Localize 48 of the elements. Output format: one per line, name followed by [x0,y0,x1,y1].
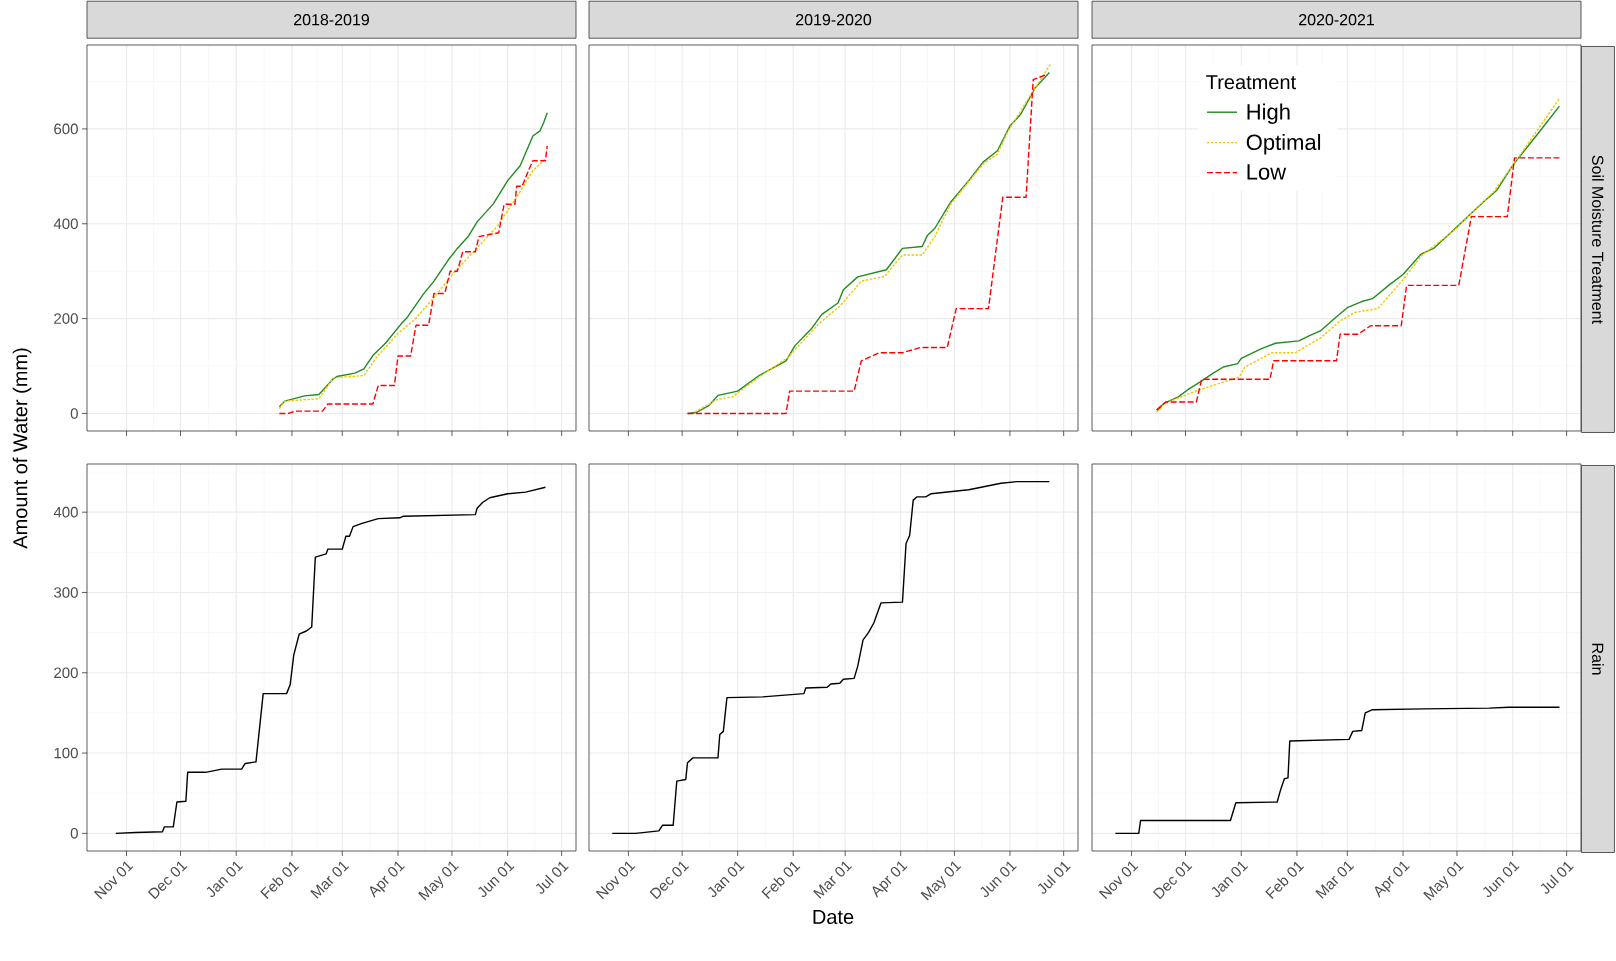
x-tick-label: Dec 01 [1152,861,1193,900]
legend-title: Treatment [1206,75,1296,90]
x-tick-label: Feb 01 [1265,861,1305,899]
y-tick-label: 400 [53,506,78,518]
y-tick-label: 100 [54,747,78,759]
x-tick-label: May 01 [1423,861,1464,901]
y-tick-label: 300 [54,587,78,598]
x-tick-label: May 01 [418,861,459,901]
x-tick-label: Jun 01 [478,861,515,898]
x-tick-label: Jan 01 [708,861,745,898]
y-tick-label: 200 [54,667,78,679]
chart-title: 2020-2021 [1299,14,1374,26]
chart-title: 2019-2020 [796,14,872,26]
x-tick-label: Jan 01 [1211,861,1249,898]
x-axis-title: Date [813,910,854,924]
x-tick-label: Feb 01 [761,861,801,899]
x-tick-label: Dec 01 [649,861,690,900]
y-tick-label: 0 [70,408,78,419]
x-tick-label: Mar 01 [310,861,350,899]
x-tick-label: Apr 01 [369,861,405,898]
x-tick-label: Nov 01 [93,861,134,900]
x-tick-label: Jun 01 [980,861,1017,898]
x-tick-label: Apr 01 [872,861,908,898]
y-tick-label: 400 [53,218,78,230]
text: Rain [1592,643,1604,675]
legend-label: Low [1247,164,1287,180]
x-tick-label: Jul 01 [535,861,569,894]
x-tick-label: Nov 01 [595,861,636,900]
legend-label: High [1247,103,1290,124]
x-tick-label: Dec 01 [147,861,188,900]
y-tick-label: 0 [70,828,78,839]
y-tick-label: 600 [54,123,78,135]
text: Soil Moisture Treatment [1592,155,1604,324]
x-tick-label: Feb 01 [260,861,300,899]
x-tick-label: Jul 01 [1540,861,1574,894]
x-tick-label: Apr 01 [1374,861,1410,898]
x-tick-label: Mar 01 [1315,861,1355,899]
chart-title: 2018-2019 [294,14,369,26]
x-tick-label: May 01 [920,861,962,901]
y-axis-title: Amount of Water (mm) [12,348,32,549]
x-tick-label: Jun 01 [1483,861,1520,898]
y-tick-label: 200 [54,313,78,324]
legend-label: Optimal [1246,133,1321,155]
x-tick-label: Jan 01 [206,861,244,898]
x-tick-label: Nov 01 [1098,861,1139,900]
x-tick-label: Mar 01 [813,861,853,899]
line-series [115,486,547,835]
x-tick-label: Jul 01 [1037,861,1071,894]
